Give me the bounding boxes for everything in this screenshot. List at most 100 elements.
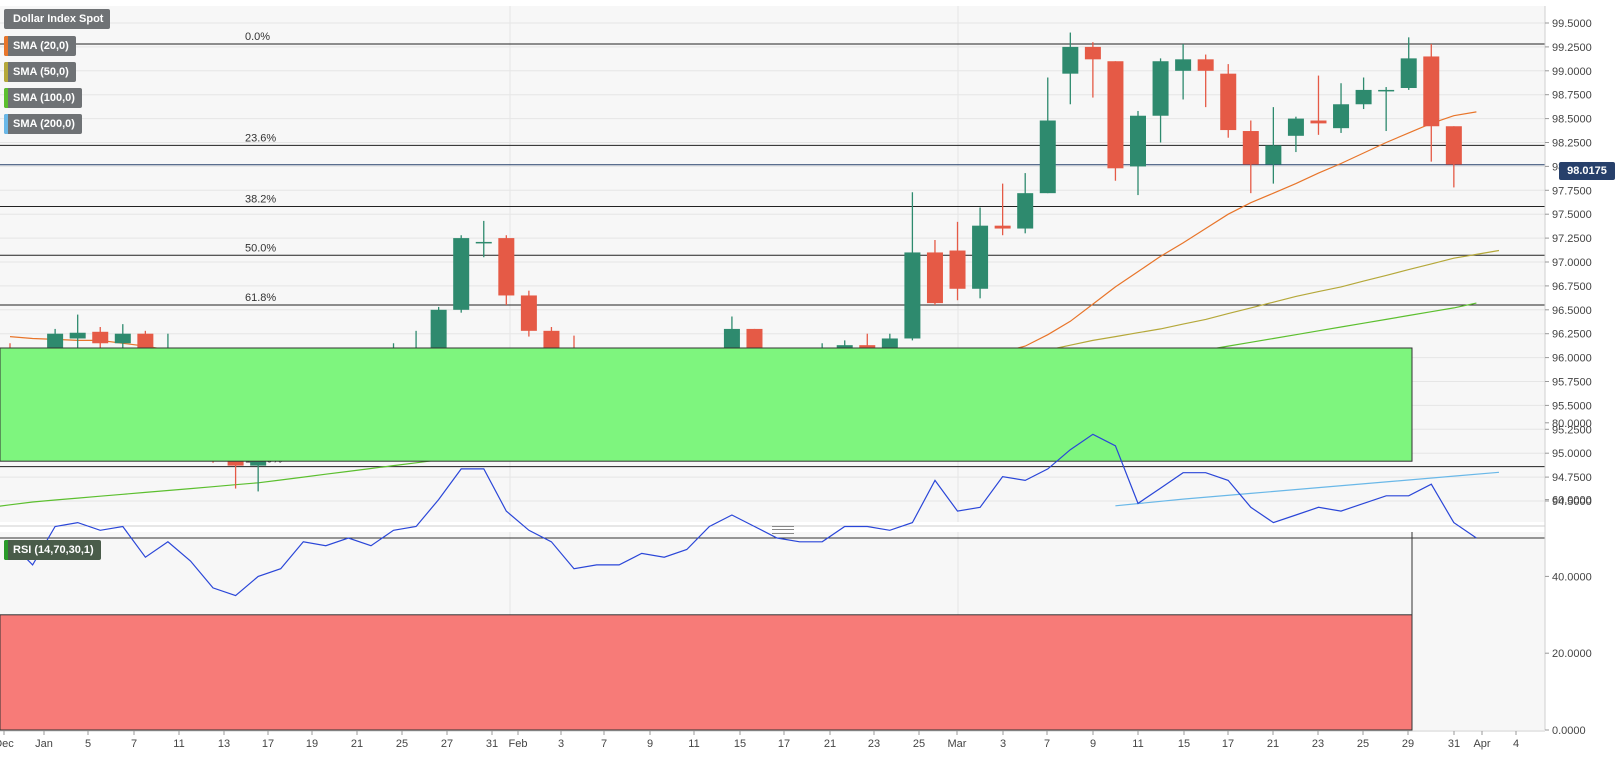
- candle: [1400, 37, 1417, 90]
- candle-body: [1084, 46, 1101, 60]
- price-tick-label: 98.2500: [1552, 138, 1592, 150]
- time-tick-label: 25: [396, 738, 408, 750]
- candle: [1378, 87, 1395, 132]
- symbol-label[interactable]: Dollar Index Spot: [4, 9, 111, 29]
- candle-body: [498, 238, 515, 296]
- candle: [69, 314, 86, 353]
- sma-50-label-text: SMA (50,0): [13, 66, 69, 78]
- rsi-tick-label: 0.0000: [1552, 725, 1586, 737]
- price-tick-label: 97.7500: [1552, 185, 1592, 197]
- candle: [1017, 173, 1034, 234]
- time-tick-label: 29: [1402, 738, 1414, 750]
- candle: [1242, 120, 1259, 194]
- time-tick-label: Feb: [509, 738, 528, 750]
- time-tick-label: 13: [218, 738, 230, 750]
- time-tick-label: Mar: [948, 738, 967, 750]
- rsi-overbought-zone: [0, 347, 1413, 462]
- candle: [1333, 83, 1350, 133]
- candle: [1152, 58, 1169, 143]
- rsi-tick-label: 80.0000: [1552, 418, 1592, 430]
- candle-body: [1355, 89, 1372, 105]
- last-price-tag: 98.0175: [1559, 162, 1615, 180]
- candle: [926, 240, 943, 306]
- sma-200-label[interactable]: SMA (200,0): [4, 114, 82, 134]
- candle-body: [904, 252, 921, 339]
- rsi-tick-label: 60.0000: [1552, 495, 1592, 507]
- time-tick-label: Jan: [35, 738, 53, 750]
- candle-body: [1378, 89, 1395, 92]
- candle: [1310, 75, 1327, 135]
- candle: [1039, 77, 1056, 194]
- candle: [1423, 44, 1440, 162]
- fib-label: 0.0%: [245, 31, 270, 43]
- candle-body: [1423, 56, 1440, 127]
- candle: [1130, 110, 1146, 196]
- price-tick-label: 95.2500: [1552, 424, 1592, 436]
- panel-resize-handle[interactable]: [772, 526, 794, 534]
- time-tick-label: 21: [824, 738, 836, 750]
- sma-200-label-text: SMA (200,0): [13, 118, 75, 130]
- time-tick-label: Apr: [1473, 738, 1490, 750]
- candle-body: [972, 225, 989, 289]
- candle: [1220, 64, 1237, 138]
- fib-label: 38.2%: [245, 194, 276, 206]
- time-tick-label: 15: [734, 738, 746, 750]
- rsi-oversold-zone: [0, 614, 1413, 731]
- sma-50-label[interactable]: SMA (50,0): [4, 62, 76, 82]
- candle-body: [1265, 145, 1282, 165]
- candle-body: [453, 238, 470, 310]
- candle: [1062, 32, 1079, 105]
- price-tick-label: 99.2500: [1552, 42, 1592, 54]
- price-tick-label: 98.5000: [1552, 114, 1592, 126]
- sma-100-swatch: [4, 88, 8, 108]
- time-tick-label: 7: [601, 738, 607, 750]
- price-axis[interactable]: 99.5000 99.2500 99.0000 98.7500 98.5000 98.25…: [1544, 6, 1592, 737]
- price-tick-label: 97.5000: [1552, 209, 1592, 221]
- candle-body: [1445, 126, 1462, 165]
- time-tick-label: 21: [351, 738, 363, 750]
- time-tick-label: 4: [1513, 738, 1519, 750]
- time-tick-label: 21: [1267, 738, 1279, 750]
- rsi-label-text: RSI (14,70,30,1): [13, 544, 94, 556]
- price-tick-label: 98.7500: [1552, 90, 1592, 102]
- price-tick-label: 96.7500: [1552, 281, 1592, 293]
- time-tick-label: 5: [85, 738, 91, 750]
- time-axis[interactable]: Dec Jan 5 7 11 13 17 19 21 25 27 31 Feb 3 7 9 11 15 17 21 23…: [0, 730, 1545, 750]
- sma-50-swatch: [4, 62, 8, 82]
- rsi-label[interactable]: RSI (14,70,30,1): [4, 540, 101, 560]
- candle: [949, 221, 966, 301]
- candle-body: [114, 333, 131, 344]
- time-tick-label: 23: [1312, 738, 1324, 750]
- rsi-panel: [0, 347, 1545, 731]
- candle-body: [994, 225, 1011, 229]
- sma-20-label[interactable]: SMA (20,0): [4, 36, 76, 56]
- candle-body: [1107, 61, 1124, 169]
- time-tick-label: 27: [441, 738, 453, 750]
- candle-body: [92, 331, 109, 344]
- time-tick-label: 11: [688, 738, 699, 750]
- candle: [904, 192, 921, 341]
- time-tick-label: 17: [262, 738, 274, 750]
- fib-label: 50.0%: [245, 242, 276, 254]
- time-tick-label: 11: [1132, 738, 1143, 750]
- time-tick-label: 19: [306, 738, 318, 750]
- price-tick-label: 95.0000: [1552, 448, 1592, 460]
- price-tick-label: 99.0000: [1552, 66, 1592, 78]
- sma-20-swatch: [4, 36, 8, 56]
- candle-body: [926, 252, 943, 304]
- price-tick-label: 94.7500: [1552, 472, 1592, 484]
- candle: [972, 207, 989, 299]
- time-tick-label: 3: [1000, 738, 1006, 750]
- candle-body: [1175, 59, 1192, 71]
- sma-100-label[interactable]: SMA (100,0): [4, 88, 82, 108]
- time-tick-label: 25: [913, 738, 925, 750]
- price-tick-label: 94.5000: [1552, 496, 1592, 508]
- rsi-tick-label: 20.0000: [1552, 648, 1592, 660]
- price-tick-label: 95.5000: [1552, 400, 1592, 412]
- candle: [1084, 42, 1101, 98]
- candle-body: [1287, 118, 1304, 136]
- time-tick-label: Dec: [0, 738, 14, 750]
- candle: [498, 235, 515, 306]
- sma-200-line: [1115, 471, 1500, 507]
